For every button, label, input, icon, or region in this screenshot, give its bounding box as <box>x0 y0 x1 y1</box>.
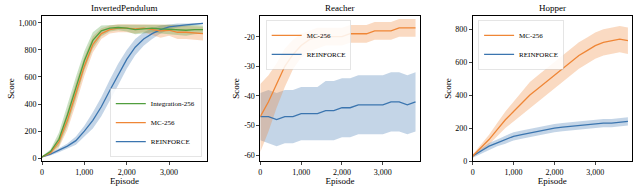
svg-text:800: 800 <box>455 25 467 34</box>
svg-text:Episode: Episode <box>110 177 139 187</box>
svg-text:3,000: 3,000 <box>586 168 604 177</box>
svg-text:Score: Score <box>6 78 16 99</box>
svg-text:1,000: 1,000 <box>19 19 37 28</box>
svg-text:2,000: 2,000 <box>545 168 563 177</box>
svg-text:0: 0 <box>471 168 475 177</box>
svg-text:200: 200 <box>455 124 467 133</box>
svg-text:200: 200 <box>25 127 37 136</box>
svg-text:Score: Score <box>231 78 241 99</box>
svg-text:MC-256: MC-256 <box>307 32 331 40</box>
svg-text:0: 0 <box>258 168 262 177</box>
svg-text:0: 0 <box>463 157 467 166</box>
svg-text:REINFORCE: REINFORCE <box>307 51 346 59</box>
svg-text:3,000: 3,000 <box>160 168 178 177</box>
svg-text:REINFORCE: REINFORCE <box>519 51 558 59</box>
svg-text:Reacher: Reacher <box>325 3 354 13</box>
svg-text:-40: -40 <box>244 92 255 101</box>
svg-text:-60: -60 <box>244 151 255 160</box>
svg-text:-30: -30 <box>244 62 255 71</box>
svg-text:600: 600 <box>25 73 37 82</box>
svg-text:1,000: 1,000 <box>75 168 93 177</box>
svg-text:Score: Score <box>443 78 453 99</box>
svg-text:Episode: Episode <box>325 177 354 187</box>
svg-text:MC-256: MC-256 <box>519 32 543 40</box>
svg-text:InvertedPendulum: InvertedPendulum <box>91 3 158 13</box>
svg-text:3,000: 3,000 <box>374 168 392 177</box>
svg-text:600: 600 <box>455 58 467 67</box>
svg-text:2,000: 2,000 <box>333 168 351 177</box>
svg-text:-20: -20 <box>244 33 255 42</box>
svg-text:Hopper: Hopper <box>539 3 566 13</box>
svg-text:400: 400 <box>25 100 37 109</box>
svg-text:800: 800 <box>25 46 37 55</box>
svg-text:REINFORCE: REINFORCE <box>151 138 190 146</box>
svg-text:-50: -50 <box>244 121 255 130</box>
svg-text:MC-256: MC-256 <box>151 119 175 127</box>
svg-text:1,000: 1,000 <box>505 168 523 177</box>
svg-text:0: 0 <box>33 154 37 163</box>
svg-text:Episode: Episode <box>538 177 567 187</box>
svg-text:0: 0 <box>40 168 44 177</box>
svg-text:Integration-256: Integration-256 <box>151 100 195 108</box>
svg-text:1,000: 1,000 <box>292 168 310 177</box>
svg-text:400: 400 <box>455 91 467 100</box>
svg-text:2,000: 2,000 <box>118 168 136 177</box>
